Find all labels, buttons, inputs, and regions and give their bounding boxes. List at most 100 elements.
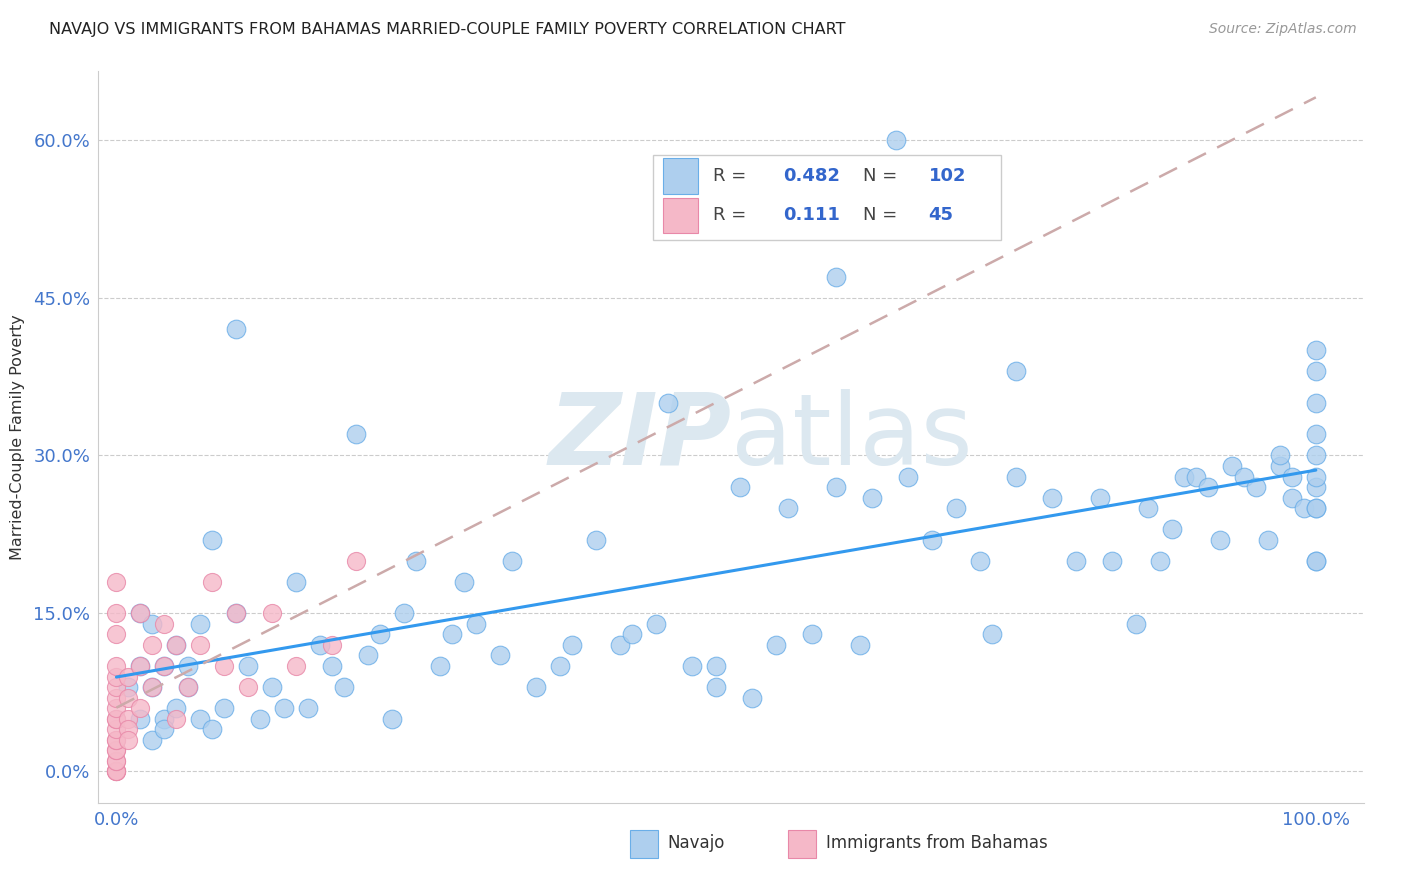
Point (860, 491, 883, 505)
Point (262, 680, 284, 694)
Point (105, 659, 128, 673)
Point (249, 712, 271, 726)
Point (225, 607, 247, 621)
Point (297, 701, 319, 715)
Point (285, 659, 308, 673)
Point (105, 764, 128, 779)
Point (453, 574, 475, 589)
Point (141, 616, 163, 631)
Point (981, 627, 1004, 641)
Text: R =: R = (713, 206, 752, 225)
Point (357, 648, 380, 663)
Point (381, 712, 404, 726)
Point (1125, 616, 1147, 631)
Point (105, 722, 128, 736)
Text: N =: N = (863, 206, 903, 225)
Point (368, 627, 391, 641)
Point (1281, 469, 1303, 483)
Point (105, 732, 128, 747)
Point (321, 659, 343, 673)
Point (1281, 491, 1303, 505)
Point (1161, 522, 1184, 536)
Point (105, 627, 128, 641)
Text: 102: 102 (928, 167, 966, 185)
Point (441, 627, 464, 641)
Point (105, 669, 128, 683)
Point (153, 722, 176, 736)
Point (1305, 554, 1327, 568)
Point (105, 764, 128, 779)
Point (262, 607, 284, 621)
Point (1064, 554, 1087, 568)
Point (285, 574, 308, 589)
Point (1305, 469, 1327, 483)
Point (129, 659, 152, 673)
Point (201, 574, 224, 589)
Text: Source: ZipAtlas.com: Source: ZipAtlas.com (1209, 22, 1357, 37)
Point (1305, 449, 1327, 463)
Point (141, 680, 163, 694)
Point (1233, 469, 1256, 483)
Point (105, 712, 128, 726)
Point (177, 680, 200, 694)
Point (333, 680, 356, 694)
Point (884, 133, 907, 147)
Point (1185, 469, 1208, 483)
Point (105, 574, 128, 589)
Point (201, 722, 224, 736)
Point (105, 701, 128, 715)
Point (129, 712, 152, 726)
Point (165, 638, 187, 652)
Point (524, 680, 547, 694)
Text: 45: 45 (928, 206, 953, 225)
Text: Immigrants from Bahamas: Immigrants from Bahamas (825, 834, 1047, 852)
Text: R =: R = (713, 167, 752, 185)
Point (1305, 480, 1327, 494)
Point (1197, 480, 1219, 494)
Point (117, 712, 139, 726)
Point (321, 638, 343, 652)
Point (1101, 554, 1123, 568)
Point (105, 732, 128, 747)
Point (105, 690, 128, 705)
Point (105, 743, 128, 757)
Point (645, 616, 668, 631)
Point (141, 638, 163, 652)
Point (1244, 480, 1267, 494)
Text: Navajo: Navajo (668, 834, 725, 852)
Point (429, 659, 451, 673)
Point (394, 607, 416, 621)
Point (728, 480, 751, 494)
Point (117, 669, 139, 683)
Point (273, 701, 295, 715)
Point (1268, 458, 1291, 473)
Point (129, 607, 152, 621)
Point (1005, 364, 1028, 378)
Bar (789, 830, 815, 858)
Point (105, 607, 128, 621)
Point (1305, 501, 1327, 516)
Point (825, 269, 848, 284)
Point (153, 616, 176, 631)
Point (741, 690, 763, 705)
Point (141, 680, 163, 694)
Point (1040, 491, 1063, 505)
Point (1149, 554, 1171, 568)
Point (849, 638, 872, 652)
Point (897, 469, 920, 483)
Point (105, 764, 128, 779)
Point (129, 607, 152, 621)
Point (704, 659, 727, 673)
Point (105, 764, 128, 779)
Point (621, 627, 644, 641)
Point (561, 638, 583, 652)
Point (153, 659, 176, 673)
Point (190, 712, 212, 726)
Point (1292, 501, 1315, 516)
Point (225, 607, 247, 621)
Point (238, 680, 260, 694)
Text: N =: N = (863, 167, 903, 185)
Point (201, 533, 224, 547)
Point (165, 638, 187, 652)
Text: 0.111: 0.111 (783, 206, 839, 225)
